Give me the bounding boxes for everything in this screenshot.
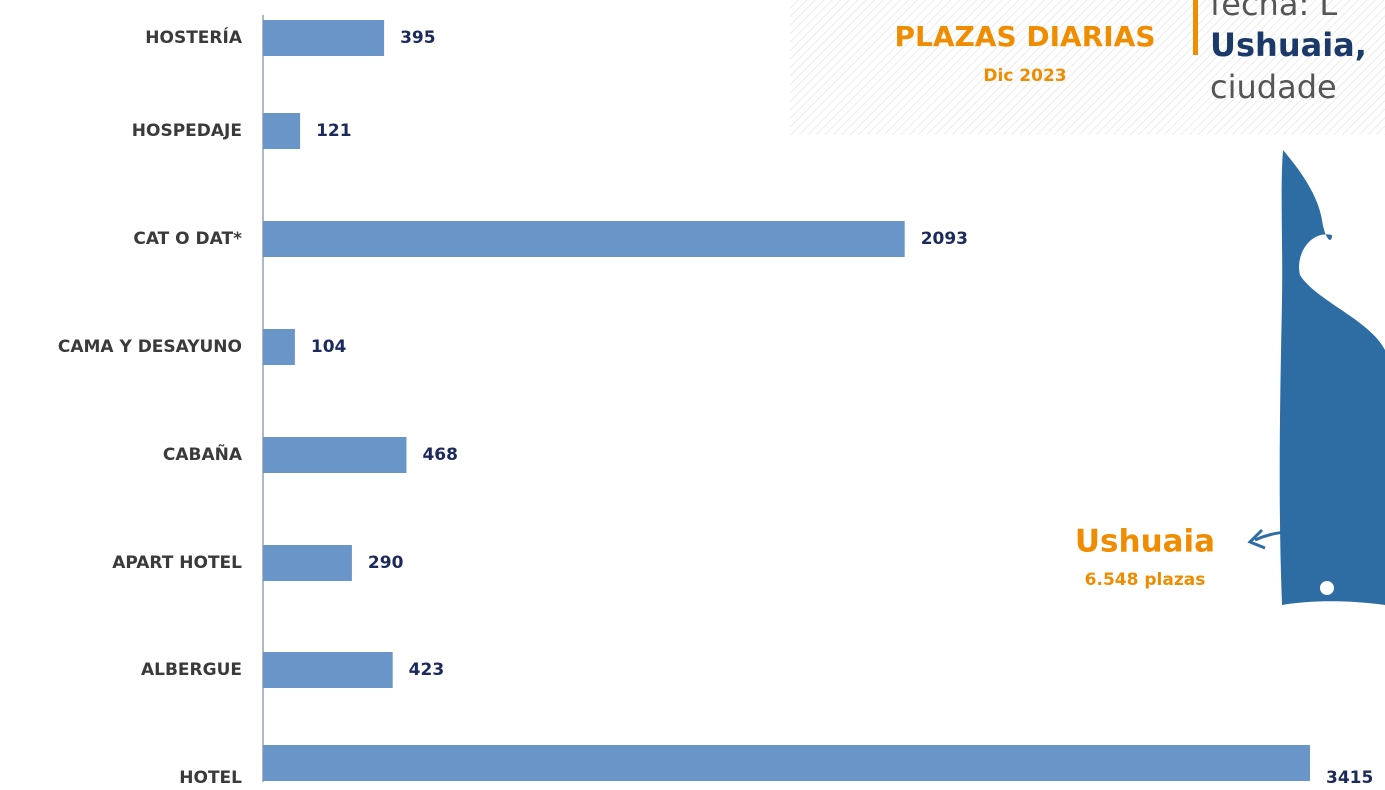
bar [263,545,352,581]
y-tick-label: CABAÑA [163,442,243,465]
annotation-subtitle: 6.548 plazas [1085,570,1206,590]
y-tick-label: APART HOTEL [112,553,242,573]
bar [263,329,295,365]
annotation-title: Ushuaia [1075,524,1215,560]
y-tick-label: CAMA Y DESAYUNO [58,337,242,357]
y-tick-label: HOSTERÍA [145,26,243,48]
value-label: 104 [311,337,347,357]
bar [263,437,407,473]
bar [263,113,301,149]
value-label: 2093 [921,229,968,249]
value-label: 395 [400,28,436,48]
header-subtitle: Dic 2023 [983,66,1066,86]
map-region [1279,150,1385,605]
value-label: 3415 [1326,768,1373,788]
value-label: 290 [368,553,404,573]
header-title: PLAZAS DIARIAS [894,20,1155,53]
header-box [790,0,1385,135]
header-divider [1193,0,1198,55]
bar [263,745,1310,781]
y-tick-label: HOSPEDAJE [132,121,242,141]
map-point [1318,579,1336,597]
bar [263,221,905,257]
bar [263,20,385,56]
value-label: 121 [316,121,352,141]
value-label: 423 [409,660,445,680]
header-text: ciudade [1210,68,1337,106]
bar [263,652,393,688]
y-tick-label: CAT O DAT* [133,229,242,249]
y-tick-label: ALBERGUE [141,660,242,680]
annotation-arrow [1254,530,1331,581]
header-text: Ushuaia, [1210,26,1367,64]
value-label: 468 [422,445,458,465]
annotation-arrow-head [1247,528,1266,550]
header-text: fecha: L [1210,0,1337,23]
y-tick-label: HOTEL [179,768,242,788]
